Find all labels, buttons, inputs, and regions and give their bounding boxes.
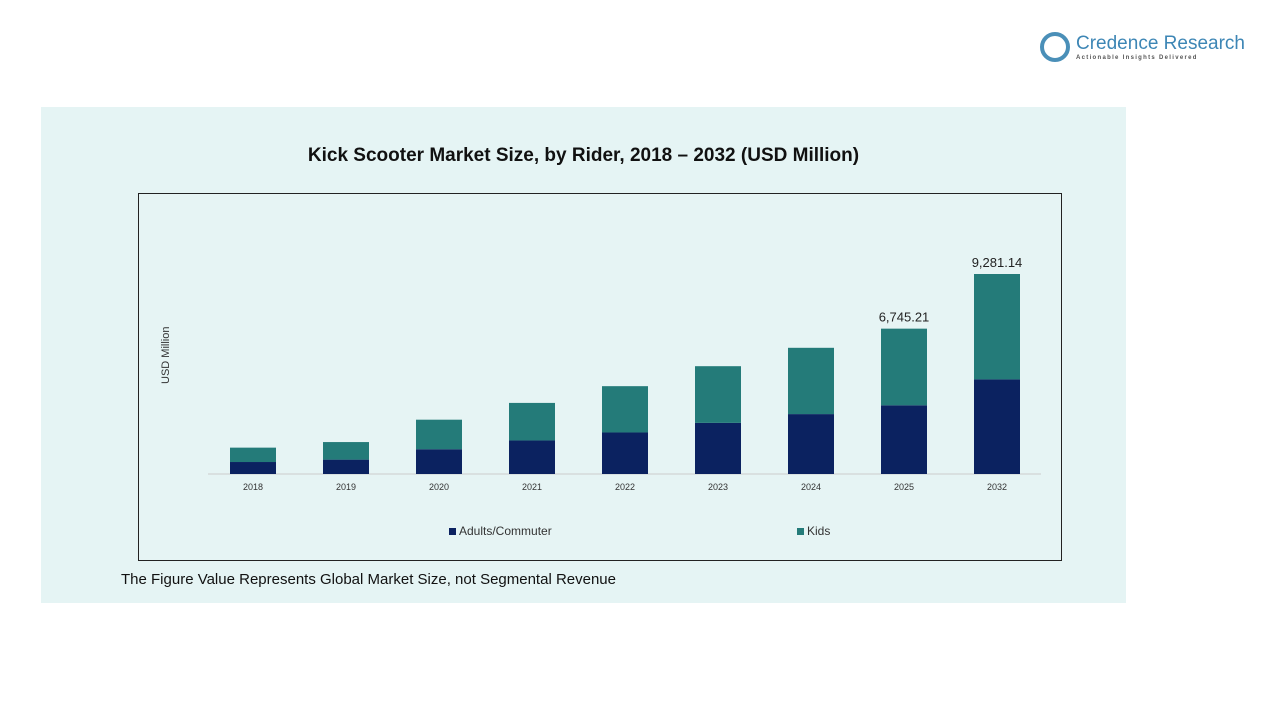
x-tick-label: 2022 — [615, 482, 635, 492]
bar-adults-commuter-2018 — [230, 462, 276, 474]
bar-adults-commuter-2020 — [416, 449, 462, 474]
x-tick-label: 2019 — [336, 482, 356, 492]
bar-adults-commuter-2023 — [695, 422, 741, 474]
bar-kids-2023 — [695, 366, 741, 423]
x-tick-label: 2020 — [429, 482, 449, 492]
bar-adults-commuter-2021 — [509, 440, 555, 474]
data-label-2025: 6,745.21 — [879, 310, 930, 325]
bar-kids-2021 — [509, 402, 555, 441]
bar-adults-commuter-2032 — [974, 379, 1020, 474]
legend-swatch — [797, 528, 804, 535]
bar-adults-commuter-2024 — [788, 414, 834, 474]
bar-kids-2032 — [974, 274, 1020, 380]
data-label-2032: 9,281.14 — [972, 255, 1023, 270]
x-tick-label: 2032 — [987, 482, 1007, 492]
x-tick-label: 2024 — [801, 482, 821, 492]
brand-logo: Credence Research Actionable Insights De… — [1040, 32, 1245, 62]
legend-label: Kids — [807, 524, 830, 538]
bar-kids-2019 — [323, 442, 369, 460]
bar-kids-2024 — [788, 347, 834, 415]
logo-icon — [1040, 32, 1070, 62]
bar-chart: USD Million 2018 2019 2020 2021 2022 2023 2024 2… — [160, 255, 1041, 538]
bar-kids-2022 — [602, 386, 648, 433]
chart-title: Kick Scooter Market Size, by Rider, 2018… — [307, 145, 860, 166]
x-tick-label: 2023 — [708, 482, 728, 492]
legend-swatch — [449, 528, 456, 535]
chart-frame: USD Million 2018 2019 2020 2021 2022 2023 2024 2… — [138, 193, 1062, 561]
legend-label: Adults/Commuter — [459, 524, 552, 538]
bar-kids-2020 — [416, 419, 462, 450]
brand-tagline: Actionable Insights Delivered — [1076, 55, 1198, 61]
brand-name: Credence Research — [1076, 33, 1245, 54]
bar-adults-commuter-2019 — [323, 459, 369, 474]
x-tick-label: 2018 — [243, 482, 263, 492]
footnote: The Figure Value Represents Global Marke… — [121, 571, 616, 588]
x-tick-label: 2021 — [522, 482, 542, 492]
y-axis-label: USD Million — [160, 327, 172, 384]
x-tick-label: 2025 — [894, 482, 914, 492]
bar-kids-2025 — [881, 328, 927, 406]
bar-adults-commuter-2022 — [602, 432, 648, 474]
bar-adults-commuter-2025 — [881, 405, 927, 474]
chart-panel: Kick Scooter Market Size, by Rider, 2018… — [41, 107, 1126, 603]
bar-kids-2018 — [230, 447, 276, 463]
